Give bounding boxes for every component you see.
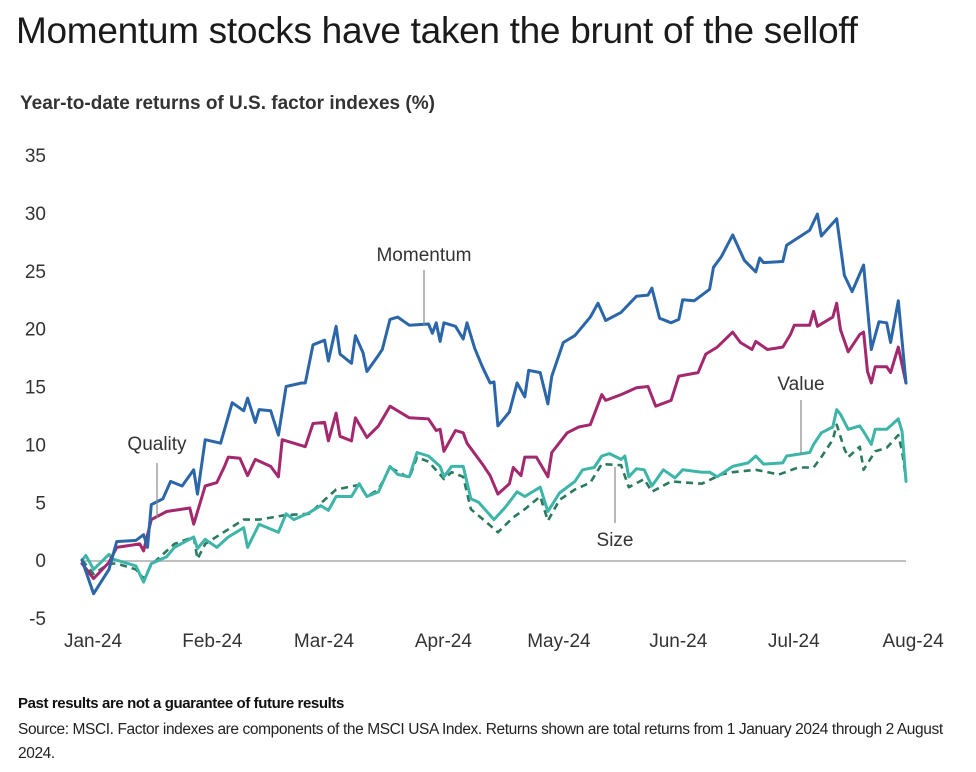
y-tick-label: 20 [25,320,46,341]
y-tick-label: 0 [35,551,46,572]
y-tick-label: 10 [25,435,46,456]
chart-subtitle: Year-to-date returns of U.S. factor inde… [20,93,435,114]
y-tick-label: -5 [29,609,46,630]
annotation-label: Momentum [376,245,471,266]
disclaimer-note: Past results are not a guarantee of futu… [18,695,344,712]
annotation-value: Value [777,374,825,455]
x-tick-label: Jul-24 [768,631,820,652]
y-axis-ticks: 35 30 25 20 15 10 5 0 -5 [25,146,46,630]
annotation-momentum: Momentum [376,245,472,325]
x-tick-label: May-24 [527,631,591,652]
x-tick-label: Apr-24 [415,631,472,652]
x-tick-label: Jun-24 [649,631,708,652]
y-tick-label: 5 [35,493,46,514]
source-note: Source: MSCI. Factor indexes are compone… [18,721,943,762]
annotation-label: Size [597,530,634,551]
series-line-momentum [80,212,908,596]
annotation-size: Size [597,467,634,551]
chart-title: Momentum stocks have taken the brunt of … [16,10,858,51]
x-tick-label: Feb-24 [182,631,243,652]
annotation-label: Quality [127,434,187,455]
annotation-quality: Quality [127,434,187,518]
x-tick-label: Mar-24 [294,631,355,652]
y-tick-label: 15 [25,378,46,399]
series-line-quality [80,301,908,581]
x-tick-label: Jan-24 [64,631,123,652]
y-tick-label: 30 [25,204,46,225]
series-lines [80,212,908,596]
y-tick-label: 35 [25,146,46,167]
x-tick-label: Aug-24 [883,631,945,652]
series-line-size [81,423,908,580]
annotation-label: Value [777,374,824,395]
y-tick-label: 25 [25,262,46,283]
series-line-value [80,408,908,584]
x-axis-ticks: Jan-24 Feb-24 Mar-24 Apr-24 May-24 Jun-24 Jul-… [64,631,944,652]
